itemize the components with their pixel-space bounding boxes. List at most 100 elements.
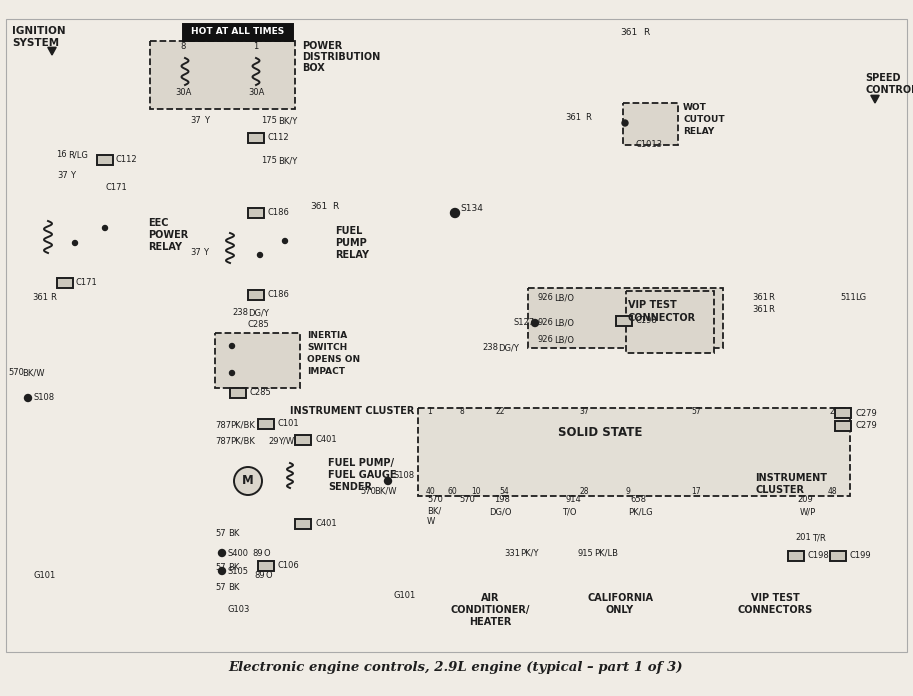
- Text: R: R: [332, 203, 338, 212]
- Text: DG/Y: DG/Y: [248, 308, 268, 317]
- Text: 9: 9: [625, 487, 631, 496]
- Text: C285: C285: [248, 320, 269, 329]
- Text: SOLID STATE: SOLID STATE: [558, 427, 642, 439]
- Text: C198: C198: [636, 317, 657, 326]
- Text: 787: 787: [215, 420, 231, 429]
- Text: 926: 926: [538, 294, 554, 303]
- Text: S127: S127: [513, 319, 534, 328]
- Text: SWITCH: SWITCH: [307, 344, 347, 352]
- Text: DG/O: DG/O: [489, 507, 511, 516]
- Text: T/O: T/O: [562, 507, 576, 516]
- Text: 238: 238: [232, 308, 248, 317]
- Text: IMPACT: IMPACT: [307, 367, 345, 377]
- Text: W/P: W/P: [800, 507, 816, 516]
- Bar: [258, 561, 274, 571]
- Text: AIR: AIR: [481, 593, 499, 603]
- Text: 57: 57: [691, 407, 701, 416]
- Text: 787: 787: [215, 436, 231, 445]
- Text: 37: 37: [57, 171, 68, 180]
- Text: 361: 361: [310, 203, 327, 212]
- Text: BK/Y: BK/Y: [278, 116, 298, 125]
- Text: C112: C112: [268, 134, 289, 143]
- Text: Electronic engine controls, 2.9L engine (typical – part 1 of 3): Electronic engine controls, 2.9L engine …: [229, 661, 683, 674]
- Text: C186: C186: [268, 290, 289, 299]
- Text: BK/: BK/: [427, 507, 441, 516]
- Text: VIP TEST: VIP TEST: [628, 300, 677, 310]
- Text: 37: 37: [190, 248, 201, 258]
- Text: 57: 57: [215, 528, 226, 537]
- Bar: [28, 211, 143, 276]
- Bar: [150, 41, 295, 109]
- Bar: [248, 290, 264, 300]
- Text: 30A: 30A: [247, 88, 264, 97]
- Circle shape: [229, 344, 235, 349]
- Text: R: R: [768, 294, 774, 303]
- Bar: [205, 455, 320, 517]
- Text: G101: G101: [393, 590, 415, 599]
- Text: Y: Y: [203, 248, 208, 258]
- Text: SPEED: SPEED: [865, 73, 900, 83]
- Text: C401: C401: [315, 436, 337, 445]
- Text: OPENS ON: OPENS ON: [307, 356, 360, 365]
- Text: BK/W: BK/W: [374, 487, 396, 496]
- Polygon shape: [871, 95, 879, 103]
- Circle shape: [257, 253, 263, 258]
- Bar: [258, 419, 274, 429]
- Text: INSTRUMENT CLUSTER: INSTRUMENT CLUSTER: [290, 406, 415, 416]
- Text: PK/LG: PK/LG: [628, 507, 653, 516]
- Text: CONNECTORS: CONNECTORS: [738, 605, 813, 615]
- Text: S108: S108: [33, 393, 54, 402]
- Text: 89: 89: [254, 571, 265, 580]
- Text: 17: 17: [691, 487, 701, 496]
- Circle shape: [72, 241, 78, 246]
- Text: R/LG: R/LG: [68, 150, 88, 159]
- Text: 570: 570: [459, 496, 475, 505]
- Text: 2: 2: [830, 407, 834, 416]
- Polygon shape: [47, 47, 57, 55]
- Text: 915: 915: [578, 548, 593, 557]
- Text: 89: 89: [252, 548, 263, 557]
- Text: C101: C101: [278, 420, 299, 429]
- Text: 570: 570: [360, 487, 376, 496]
- Text: 914: 914: [565, 496, 581, 505]
- Text: RELAY: RELAY: [148, 242, 182, 252]
- Text: 361: 361: [752, 294, 768, 303]
- Text: CONDITIONER/: CONDITIONER/: [450, 605, 530, 615]
- Bar: [215, 333, 300, 388]
- Circle shape: [218, 567, 226, 574]
- Bar: [57, 278, 73, 288]
- Text: VIP TEST: VIP TEST: [750, 593, 800, 603]
- Text: PK/LB: PK/LB: [594, 548, 618, 557]
- Text: 361: 361: [565, 113, 581, 122]
- Text: 201: 201: [795, 534, 811, 542]
- Text: 361: 361: [32, 294, 48, 303]
- Text: S134: S134: [460, 205, 483, 214]
- Bar: [295, 519, 311, 529]
- Text: 209: 209: [797, 496, 813, 505]
- Bar: [528, 288, 723, 348]
- Text: 361: 361: [752, 306, 768, 315]
- Text: C285: C285: [250, 388, 272, 397]
- Text: Y/W: Y/W: [278, 436, 294, 445]
- Text: 16: 16: [56, 150, 67, 159]
- Text: PK/BK: PK/BK: [230, 420, 255, 429]
- Text: INSTRUMENT: INSTRUMENT: [755, 473, 827, 483]
- Circle shape: [282, 239, 288, 244]
- Text: 37: 37: [190, 116, 201, 125]
- Text: 511: 511: [840, 294, 855, 303]
- Text: S400: S400: [228, 548, 249, 557]
- Text: C106: C106: [278, 562, 299, 571]
- Text: 238: 238: [482, 344, 498, 352]
- Text: LG: LG: [855, 294, 866, 303]
- Bar: [215, 223, 330, 288]
- Bar: [830, 551, 846, 561]
- Bar: [295, 435, 311, 445]
- Text: DG/Y: DG/Y: [498, 344, 519, 352]
- Circle shape: [384, 477, 392, 484]
- Text: 331: 331: [504, 548, 520, 557]
- Text: INERTIA: INERTIA: [307, 331, 347, 340]
- Text: 1: 1: [427, 407, 433, 416]
- Text: FUEL: FUEL: [335, 226, 362, 236]
- Text: BOX: BOX: [302, 63, 325, 73]
- Text: ONLY: ONLY: [606, 605, 634, 615]
